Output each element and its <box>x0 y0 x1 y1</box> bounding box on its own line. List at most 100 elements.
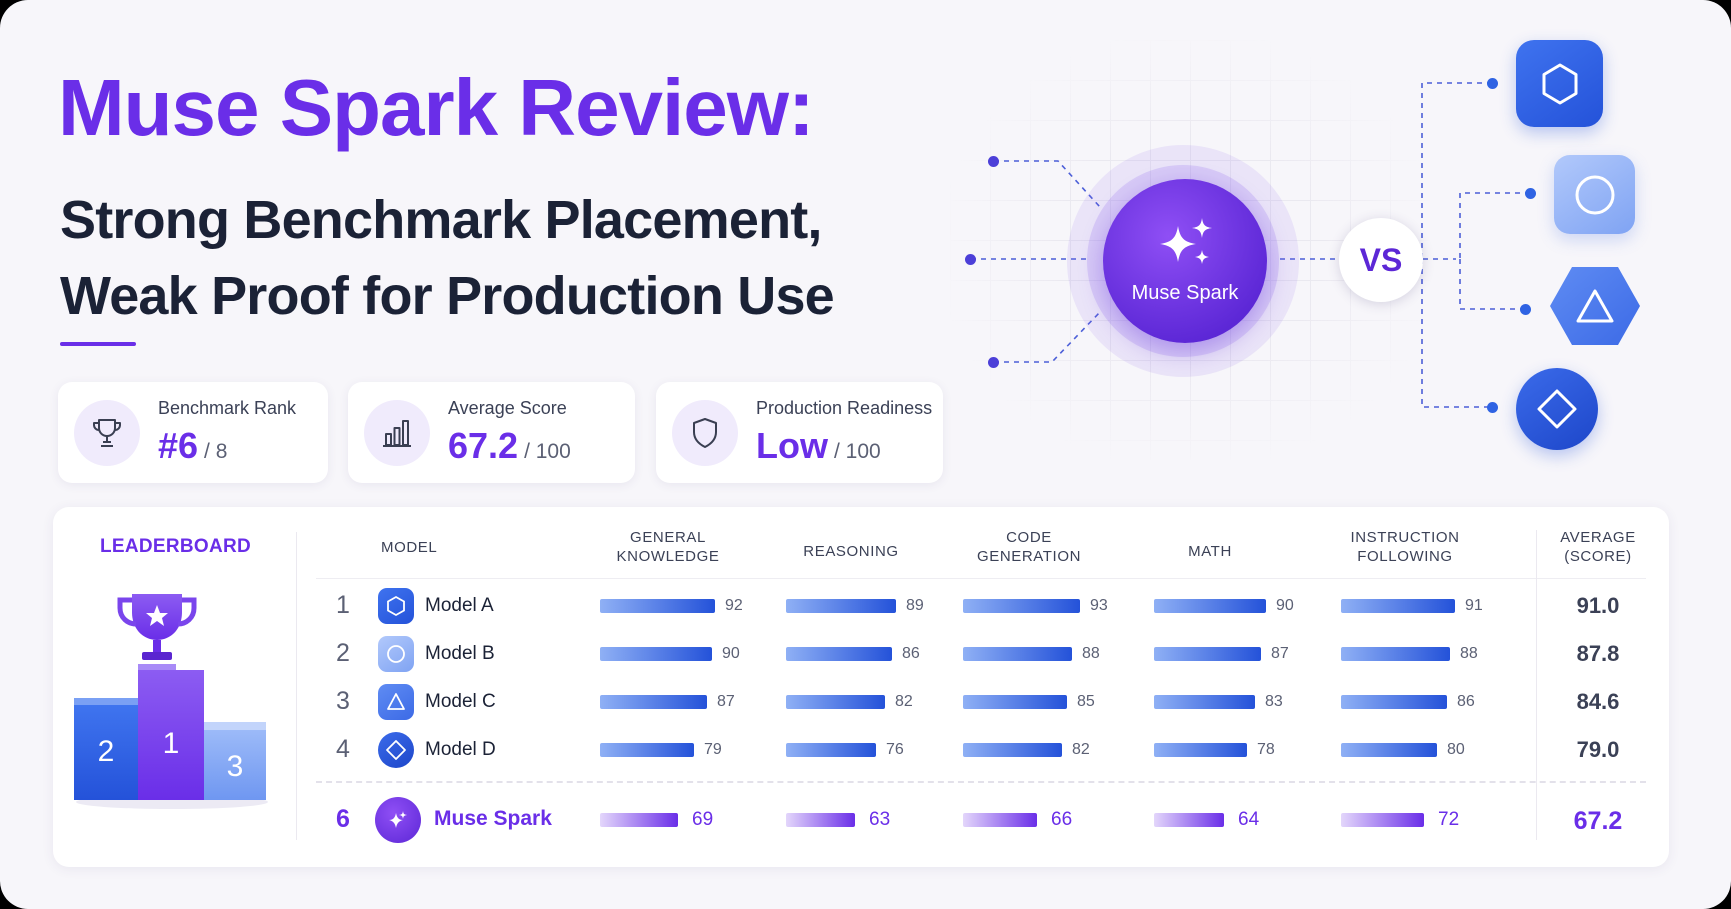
score-value: 80 <box>1447 741 1465 758</box>
score-bar <box>786 743 876 757</box>
score-bar <box>786 695 885 709</box>
stat-denominator: / 100 <box>524 440 571 463</box>
column-header-line: FOLLOWING <box>1357 548 1453 565</box>
row-average: 91.0 <box>1576 593 1620 618</box>
podium-label-second: 2 <box>97 735 115 768</box>
circle-icon <box>378 636 414 672</box>
connector-dot <box>988 357 999 368</box>
muse-spark-node: Muse Spark <box>1103 179 1267 343</box>
leaderboard-panel <box>53 507 1669 867</box>
score-bar <box>963 813 1037 827</box>
page-subtitle: Strong Benchmark Placement, Weak Proof f… <box>60 182 835 334</box>
score-value: 82 <box>895 693 913 710</box>
row-average: 79.0 <box>1576 737 1620 762</box>
competitor-node-d <box>1516 368 1598 450</box>
score-value: 63 <box>869 809 891 830</box>
rank-gap-separator <box>316 781 1646 783</box>
stat-card-average-score: Average Score 67.2/ 100 <box>348 382 635 483</box>
score-value: 91 <box>1465 597 1483 614</box>
row-rank: 3 <box>336 687 350 715</box>
score-value: 90 <box>1276 597 1294 614</box>
stat-label: Average Score <box>448 398 567 418</box>
score-value: 64 <box>1238 809 1260 830</box>
column-header-line: AVERAGE <box>1560 529 1636 546</box>
competitor-node-a <box>1516 40 1603 127</box>
podium-illustration: 2 1 3 <box>72 590 272 815</box>
stat-value: 67.2 <box>448 425 519 466</box>
sparkle-icon <box>1160 217 1212 264</box>
column-header-line: GENERATION <box>976 548 1082 565</box>
connector-dot <box>1487 402 1498 413</box>
average-column-divider <box>1536 530 1537 840</box>
connector-dot <box>988 156 999 167</box>
score-value: 85 <box>1077 693 1095 710</box>
score-value: 79 <box>704 741 722 758</box>
score-value: 72 <box>1438 809 1460 830</box>
diamond-icon <box>1537 389 1577 429</box>
podium-graphic <box>74 594 268 809</box>
score-bar <box>1341 813 1424 827</box>
table-row <box>316 680 1646 724</box>
score-value: 69 <box>692 809 714 830</box>
score-value: 76 <box>886 741 904 758</box>
score-bar <box>1341 743 1437 757</box>
row-model-name: Model A <box>425 595 494 616</box>
competitor-node-c <box>1548 265 1642 347</box>
score-bar <box>1341 647 1450 661</box>
score-bar <box>1341 599 1455 613</box>
row-rank: 4 <box>336 735 350 763</box>
score-bar <box>786 599 896 613</box>
score-bar <box>786 813 855 827</box>
column-header-reasoning: REASONING <box>771 542 931 561</box>
hexagon-shape <box>1550 267 1640 345</box>
connector-dot <box>965 254 976 265</box>
page-title: Muse Spark Review: <box>58 63 815 152</box>
column-header-line: GENERAL <box>630 529 706 546</box>
column-header-line: KNOWLEDGE <box>616 548 720 565</box>
competitor-node-b <box>1554 155 1635 234</box>
score-value: 66 <box>1051 809 1073 830</box>
table-row <box>316 728 1646 772</box>
triangle-icon <box>1576 289 1614 323</box>
column-header-code-generation: CODE GENERATION <box>949 528 1109 566</box>
score-bar <box>1154 599 1266 613</box>
score-bar <box>1154 743 1247 757</box>
score-value: 78 <box>1257 741 1275 758</box>
subtitle-line-2: Weak Proof for Production Use <box>60 266 835 326</box>
stat-label: Benchmark Rank <box>158 398 297 418</box>
table-row <box>316 632 1646 676</box>
circle-icon <box>1575 175 1614 214</box>
score-value: 89 <box>906 597 924 614</box>
sparkle-icon <box>375 797 421 843</box>
score-bar <box>963 743 1062 757</box>
stat-denominator: / 8 <box>204 440 228 463</box>
score-value: 87 <box>717 693 735 710</box>
column-header-average: AVERAGE (SCORE) <box>1538 528 1658 566</box>
score-bar <box>600 695 707 709</box>
score-bar <box>1341 695 1447 709</box>
row-average: 67.2 <box>1573 807 1623 835</box>
header-rule <box>316 578 1646 579</box>
score-bar <box>786 647 892 661</box>
stat-value: #6 <box>158 425 199 466</box>
leaderboard-divider <box>296 532 297 840</box>
score-bar <box>1154 647 1261 661</box>
stat-denominator: / 100 <box>833 440 881 463</box>
score-value: 83 <box>1265 693 1283 710</box>
vs-badge: VS <box>1339 218 1423 302</box>
row-model-name: Model D <box>425 739 496 760</box>
score-value: 87 <box>1271 645 1289 662</box>
score-value: 90 <box>722 645 740 662</box>
column-header-instruction-following: INSTRUCTION FOLLOWING <box>1325 528 1485 566</box>
diamond-icon <box>378 732 414 768</box>
score-bar <box>600 647 712 661</box>
hexagon-icon <box>378 588 414 624</box>
triangle-icon <box>378 684 414 720</box>
podium-label-third: 3 <box>226 750 244 783</box>
stat-label: Production Readiness <box>756 398 933 418</box>
score-bar <box>963 647 1072 661</box>
score-value: 88 <box>1460 645 1478 662</box>
column-header-math: MATH <box>1130 542 1290 561</box>
